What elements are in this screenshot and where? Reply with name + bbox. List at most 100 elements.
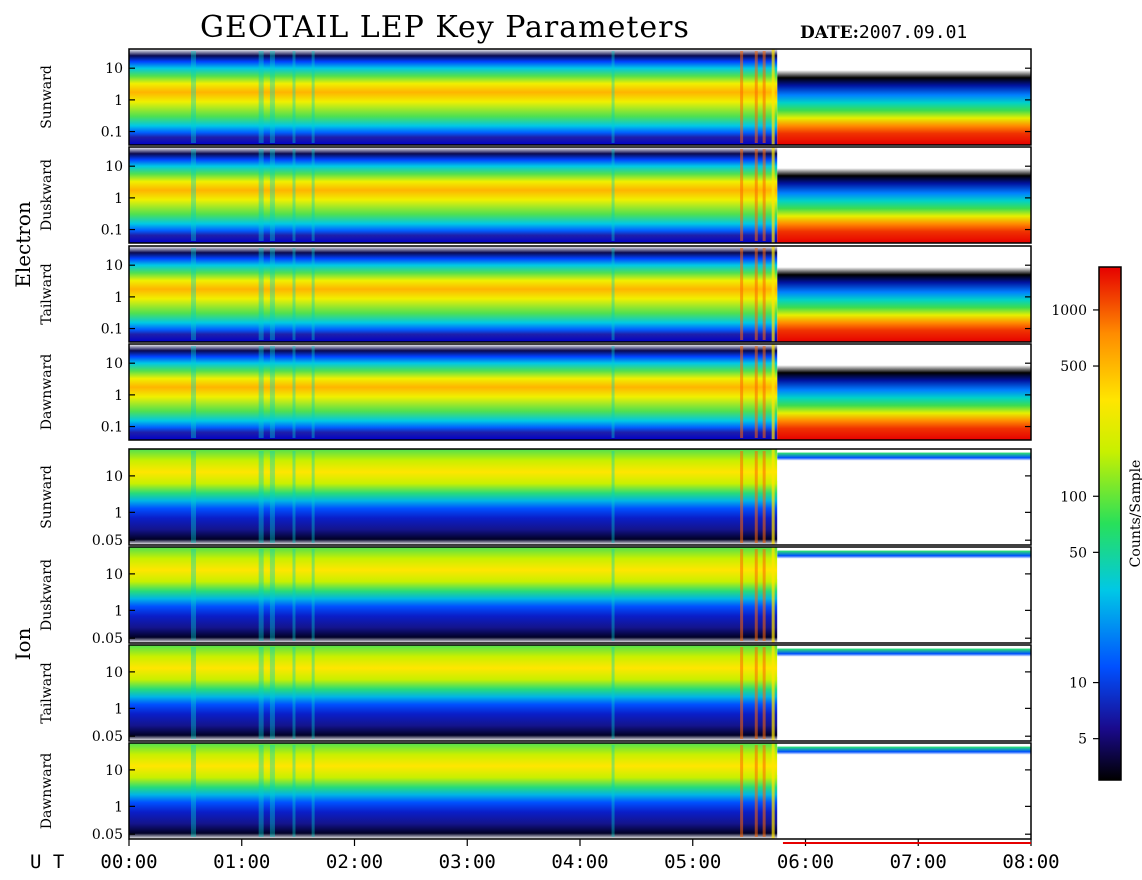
- panel-frame: [128, 546, 1032, 644]
- feature-stripe: [258, 149, 264, 241]
- x-tick-label: 00:00: [100, 851, 157, 873]
- panel-frame: [128, 245, 1032, 343]
- feature-stripe: [258, 647, 264, 739]
- y-tick-label: 0.1: [101, 420, 123, 436]
- feature-stripe: [191, 745, 197, 837]
- y-tick-label: 1: [114, 388, 123, 404]
- feature-stripe: [754, 248, 758, 340]
- feature-stripe: [292, 451, 296, 543]
- feature-stripe: [311, 745, 315, 837]
- panel-frame: [128, 448, 1032, 546]
- feature-stripe: [191, 647, 197, 739]
- feature-stripe: [762, 149, 766, 241]
- y-tick-label: 1: [114, 799, 123, 815]
- feature-stripe: [269, 248, 275, 340]
- spectrogram-region-late: [777, 147, 1031, 243]
- y-tick-label: 10: [105, 159, 123, 175]
- feature-stripe: [269, 647, 275, 739]
- spectrogram-region-early: [129, 547, 778, 643]
- colorbar-tick-label: 1000: [1051, 303, 1087, 319]
- feature-stripe: [191, 248, 197, 340]
- boundary-stripe: [771, 246, 775, 342]
- feature-stripe: [611, 745, 615, 837]
- ion-late-band: [777, 550, 1031, 579]
- direction-label: Sunward: [39, 465, 55, 529]
- y-tick-label: 1: [114, 701, 123, 717]
- feature-stripe: [311, 346, 315, 438]
- x-tick-label: 02:00: [326, 851, 383, 873]
- colorbar-tick-label: 5: [1078, 732, 1087, 748]
- group-label: Electron: [11, 201, 35, 288]
- panel-ion-tailward: 10 1 0.05 Tailward: [39, 644, 1032, 745]
- feature-stripe: [754, 647, 758, 739]
- spectrogram-region-early: [129, 645, 778, 741]
- feature-stripe: [258, 51, 264, 143]
- feature-stripe: [311, 549, 315, 641]
- panel-electron-dawnward: 10 1 0.1 Dawnward: [39, 343, 1032, 441]
- feature-stripe: [292, 745, 296, 837]
- x-tick-label: 05:00: [664, 851, 721, 873]
- panel-electron-sunward: 10 1 0.1 Sunward: [39, 48, 1032, 146]
- y-tick-label: 10: [105, 61, 123, 77]
- direction-label: Tailward: [39, 263, 55, 325]
- feature-stripe: [611, 549, 615, 641]
- feature-stripe: [269, 745, 275, 837]
- feature-stripe: [191, 549, 197, 641]
- x-axis: U T 00:00 01:00 02:00 03:00 04:00 05:00 06:00 07…: [30, 839, 1060, 873]
- boundary-stripe: [771, 344, 775, 440]
- y-tick-label: 0.1: [101, 125, 123, 141]
- panel-frame: [128, 48, 1032, 146]
- boundary-stripe: [771, 147, 775, 243]
- y-tick-label: 1: [114, 191, 123, 207]
- panels: 10 1 0.1 Sunward 10 1 0.1 Duskward 10 1 0.1 Tailwar…: [39, 48, 1032, 843]
- ion-late-band: [777, 746, 1031, 775]
- feature-stripe: [754, 451, 758, 543]
- ion-late-band: [777, 452, 1031, 481]
- feature-stripe: [740, 451, 744, 543]
- feature-stripe: [611, 647, 615, 739]
- colorbar: 1000 500 100 50 10 5 Counts/Sample: [1051, 266, 1142, 781]
- feature-stripe: [191, 51, 197, 143]
- feature-stripe: [191, 451, 197, 543]
- feature-stripe: [754, 149, 758, 241]
- feature-stripe: [740, 51, 744, 143]
- panel-electron-duskward: 10 1 0.1 Duskward: [39, 146, 1032, 244]
- x-tick-label: 08:00: [1002, 851, 1059, 873]
- direction-label: Duskward: [39, 559, 55, 631]
- feature-stripe: [258, 248, 264, 340]
- feature-stripe: [258, 549, 264, 641]
- feature-stripe: [740, 647, 744, 739]
- chart-title: GEOTAIL LEP Key Parameters: [200, 10, 690, 45]
- feature-stripe: [611, 149, 615, 241]
- panel-frame: [128, 644, 1032, 742]
- feature-stripe: [611, 248, 615, 340]
- feature-stripe: [258, 745, 264, 837]
- feature-stripe: [611, 451, 615, 543]
- y-tick-label: 0.05: [92, 533, 123, 549]
- y-tick-label: 1: [114, 290, 123, 306]
- colorbar-tick-label: 50: [1069, 545, 1087, 561]
- y-tick-label: 0.05: [92, 729, 123, 745]
- feature-stripe: [269, 451, 275, 543]
- direction-label: Dawnward: [39, 753, 55, 830]
- colorbar-scale: [1098, 266, 1122, 781]
- spectrogram-region-early: [129, 246, 778, 342]
- feature-stripe: [754, 346, 758, 438]
- feature-stripe: [292, 149, 296, 241]
- feature-stripe: [762, 549, 766, 641]
- direction-label: Tailward: [39, 662, 55, 724]
- feature-stripe: [269, 149, 275, 241]
- colorbar-label: Counts/Sample: [1128, 460, 1142, 568]
- y-tick-label: 10: [105, 258, 123, 274]
- colorbar-tick-label: 500: [1060, 359, 1087, 375]
- boundary-stripe: [771, 645, 775, 741]
- feature-stripe: [762, 346, 766, 438]
- x-tick-label: 03:00: [439, 851, 496, 873]
- feature-stripe: [611, 346, 615, 438]
- feature-stripe: [269, 346, 275, 438]
- y-tick-label: 1: [114, 93, 123, 109]
- date-label: DATE:: [800, 23, 859, 43]
- feature-stripe: [292, 549, 296, 641]
- colorbar-tick-label: 10: [1069, 676, 1087, 692]
